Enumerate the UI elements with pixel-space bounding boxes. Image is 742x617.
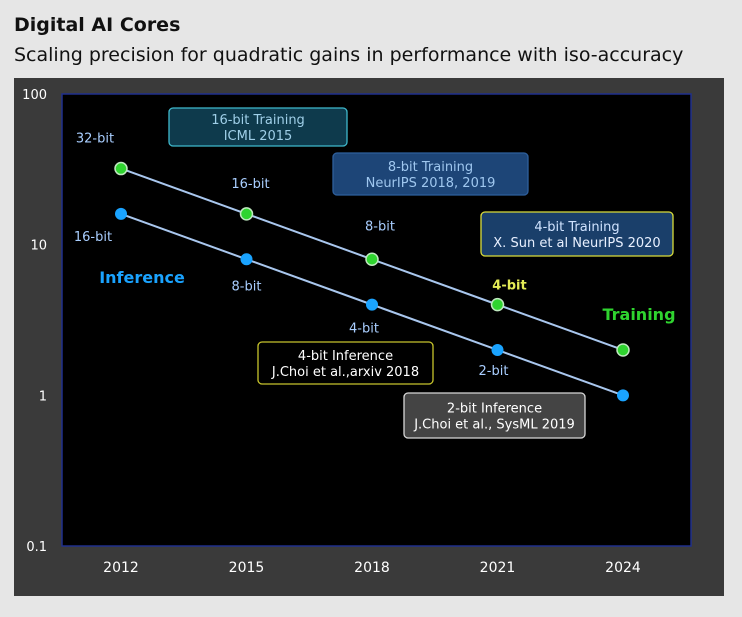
annotation-title: 4-bit Inference <box>298 349 393 364</box>
annotation-title: 16-bit Training <box>211 113 305 128</box>
annotation-ref: X. Sun et al NeurIPS 2020 <box>493 236 660 251</box>
chart-svg: 100 10 1 0.1 2012 2015 2018 2021 2024 16-bit Trai… <box>22 88 692 576</box>
data-point <box>490 297 505 312</box>
point-label: 8-bit <box>365 219 395 234</box>
y-tick-label: 100 <box>22 88 47 103</box>
annotation-box <box>480 211 674 257</box>
annotation-title: 4-bit Training <box>534 220 619 235</box>
data-point <box>239 207 254 221</box>
point-label: 2-bit <box>479 364 509 379</box>
data-point <box>365 252 379 267</box>
data-point <box>366 298 378 311</box>
data-point <box>616 343 630 357</box>
annotation-ref: J.Choi et al., SysML 2019 <box>413 418 575 433</box>
annotation-box <box>403 392 586 439</box>
annotation-box <box>168 107 348 147</box>
data-point <box>617 389 629 402</box>
data-point <box>491 343 504 356</box>
annotation-box <box>332 152 529 196</box>
chart-panel: 100 10 1 0.1 2012 2015 2018 2021 2024 16-bit Trai… <box>14 78 724 596</box>
annotation-ref: ICML 2015 <box>224 129 293 144</box>
point-label: 4-bit <box>349 322 379 337</box>
y-tick-label: 10 <box>30 239 47 254</box>
x-tick-label: 2021 <box>480 560 516 576</box>
point-label: 16-bit <box>231 177 269 192</box>
point-label: 16-bit <box>74 230 112 245</box>
data-point <box>115 207 127 220</box>
point-label: 8-bit <box>232 279 262 294</box>
annotation-ref: NeurIPS 2018, 2019 <box>366 176 496 191</box>
x-tick-label: 2012 <box>103 560 139 576</box>
annotation-title: 8-bit Training <box>388 160 473 175</box>
chart-subtitle: Scaling precision for quadratic gains in… <box>14 44 684 66</box>
series-label-inference: Inference <box>99 268 185 287</box>
annotation-box <box>257 341 434 385</box>
chart-title: Digital AI Cores <box>14 14 181 36</box>
series-label-training: Training <box>602 305 675 324</box>
x-tick-label: 2018 <box>354 560 390 576</box>
y-tick-label: 0.1 <box>26 540 47 555</box>
x-tick-label: 2015 <box>229 560 265 576</box>
data-point <box>114 161 128 176</box>
point-label: 4-bit <box>492 279 526 294</box>
data-point <box>240 253 253 266</box>
y-tick-label: 1 <box>39 389 47 404</box>
annotation-ref: J.Choi et al.,arxiv 2018 <box>271 365 419 380</box>
plot-frame <box>61 93 692 547</box>
point-label: 32-bit <box>76 132 114 147</box>
annotation-title: 2-bit Inference <box>447 402 542 417</box>
x-tick-label: 2024 <box>605 560 641 576</box>
